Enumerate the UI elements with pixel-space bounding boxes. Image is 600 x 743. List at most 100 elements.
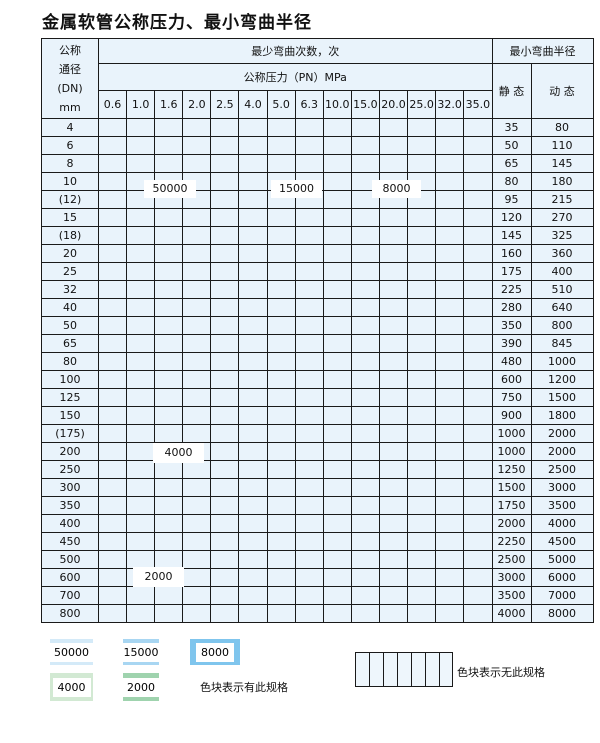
cycles-cell-50000: [210, 190, 240, 209]
dn-cell: 15: [41, 208, 99, 227]
cycles-cell-50000: [210, 316, 240, 335]
cycles-cell-50000: [126, 316, 156, 335]
no-spec-cell: [322, 586, 352, 605]
pressure-column-header: 2.5: [210, 90, 240, 119]
dynamic-radius-cell: 640: [530, 298, 594, 317]
dn-cell: 350: [41, 496, 99, 515]
no-spec-cell: [350, 424, 380, 443]
cycles-cell-50000: [210, 154, 240, 173]
dynamic-radius-cell: 215: [530, 190, 594, 209]
cycles-cell-4000: [154, 406, 184, 425]
cycles-cell-4000: [238, 388, 268, 407]
region-label-8000: 8000: [372, 180, 421, 198]
cycles-cell-4000: [182, 460, 212, 479]
cycles-cell-50000: [97, 298, 128, 317]
dn-header-line: 通径: [59, 62, 81, 76]
no-spec-cell: [350, 460, 380, 479]
no-spec-cell: [435, 478, 465, 497]
no-spec-cell: [294, 370, 324, 389]
static-radius-cell: 175: [491, 262, 532, 281]
static-radius-cell: 50: [491, 136, 532, 155]
cycles-cell-2000: [154, 496, 184, 515]
pressure-column-header: 4.0: [238, 90, 268, 119]
no-spec-cell: [378, 478, 409, 497]
cycles-cell-15000: [238, 334, 268, 353]
static-radius-cell: 35: [491, 118, 532, 137]
cycles-cell-8000: [322, 244, 352, 263]
cycles-cell-15000: [294, 244, 324, 263]
dn-cell: 450: [41, 532, 99, 551]
table-row: 600 3000 6000: [41, 568, 594, 587]
no-spec-cell: [435, 334, 465, 353]
cycles-cell-4000: [97, 460, 128, 479]
no-spec-cell: [435, 496, 465, 515]
no-spec-cell: [435, 244, 465, 263]
no-spec-cell: [294, 352, 324, 371]
no-spec-cell: [378, 262, 409, 281]
no-spec-cell: [407, 262, 437, 281]
legend-label: 50000: [49, 642, 94, 662]
no-spec-cell: [378, 442, 409, 461]
no-spec-cell: [463, 226, 493, 245]
cycles-cell-50000: [182, 316, 212, 335]
cycles-cell-8000: [378, 244, 409, 263]
cycles-cell-50000: [97, 352, 128, 371]
cycles-cell-2000: [126, 550, 156, 569]
table-row: 125 750 1500: [41, 388, 594, 407]
cycles-cell-50000: [97, 172, 128, 191]
static-radius-cell: 1500: [491, 478, 532, 497]
no-spec-cell: [322, 442, 352, 461]
table-row: 100 600 1200: [41, 370, 594, 389]
no-spec-cell: [322, 388, 352, 407]
cycles-cell-2000: [97, 586, 128, 605]
cycles-cell-50000: [126, 262, 156, 281]
cycles-cell-15000: [238, 280, 268, 299]
no-spec-cell: [322, 352, 352, 371]
no-spec-cell: [266, 604, 296, 623]
no-spec-cell: [350, 442, 380, 461]
pressure-column-header: 25.0: [407, 90, 437, 119]
static-radius-cell: 225: [491, 280, 532, 299]
no-spec-cell: [210, 568, 240, 587]
cycles-cell-50000: [126, 118, 156, 137]
no-spec-cell: [407, 334, 437, 353]
cycles-cell-50000: [126, 334, 156, 353]
no-spec-cell: [378, 460, 409, 479]
cycles-cell-15000: [154, 334, 184, 353]
cycles-cell-50000: [97, 316, 128, 335]
no-spec-cell: [266, 424, 296, 443]
cycles-cell-50000: [97, 334, 128, 353]
no-spec-cell: [463, 154, 493, 173]
no-spec-cell: [350, 280, 380, 299]
cycles-cell-8000: [350, 226, 380, 245]
dynamic-radius-cell: 1800: [530, 406, 594, 425]
no-spec-cell: [350, 298, 380, 317]
cycles-cell-4000: [126, 424, 156, 443]
static-radius-cell: 900: [491, 406, 532, 425]
no-spec-cell: [435, 172, 465, 191]
no-spec-cell: [238, 568, 268, 587]
no-spec-cell: [435, 388, 465, 407]
no-spec-cell: [322, 460, 352, 479]
cycles-cell-15000: [238, 226, 268, 245]
cycles-cell-4000: [97, 424, 128, 443]
legend-swatch-8000: 8000: [190, 639, 240, 665]
cycles-cell-2000: [154, 514, 184, 533]
table-row: 15 120 270: [41, 208, 594, 227]
page-title: 金属软管公称压力、最小弯曲半径: [42, 13, 312, 33]
cycles-cell-2000: [182, 532, 212, 551]
cycles-cell-8000: [294, 334, 324, 353]
no-spec-cell: [182, 586, 212, 605]
dn-cell: 80: [41, 352, 99, 371]
no-spec-cell: [350, 478, 380, 497]
no-spec-cell: [294, 478, 324, 497]
cycles-cell-2000: [182, 496, 212, 515]
cycles-cell-4000: [210, 424, 240, 443]
cycles-cell-4000: [126, 442, 156, 461]
cycles-cell-50000: [97, 262, 128, 281]
static-radius-cell: 390: [491, 334, 532, 353]
no-spec-cell: [322, 514, 352, 533]
dn-cell: 500: [41, 550, 99, 569]
table-row: 800 4000 8000: [41, 604, 594, 623]
cycles-cell-2000: [210, 550, 240, 569]
